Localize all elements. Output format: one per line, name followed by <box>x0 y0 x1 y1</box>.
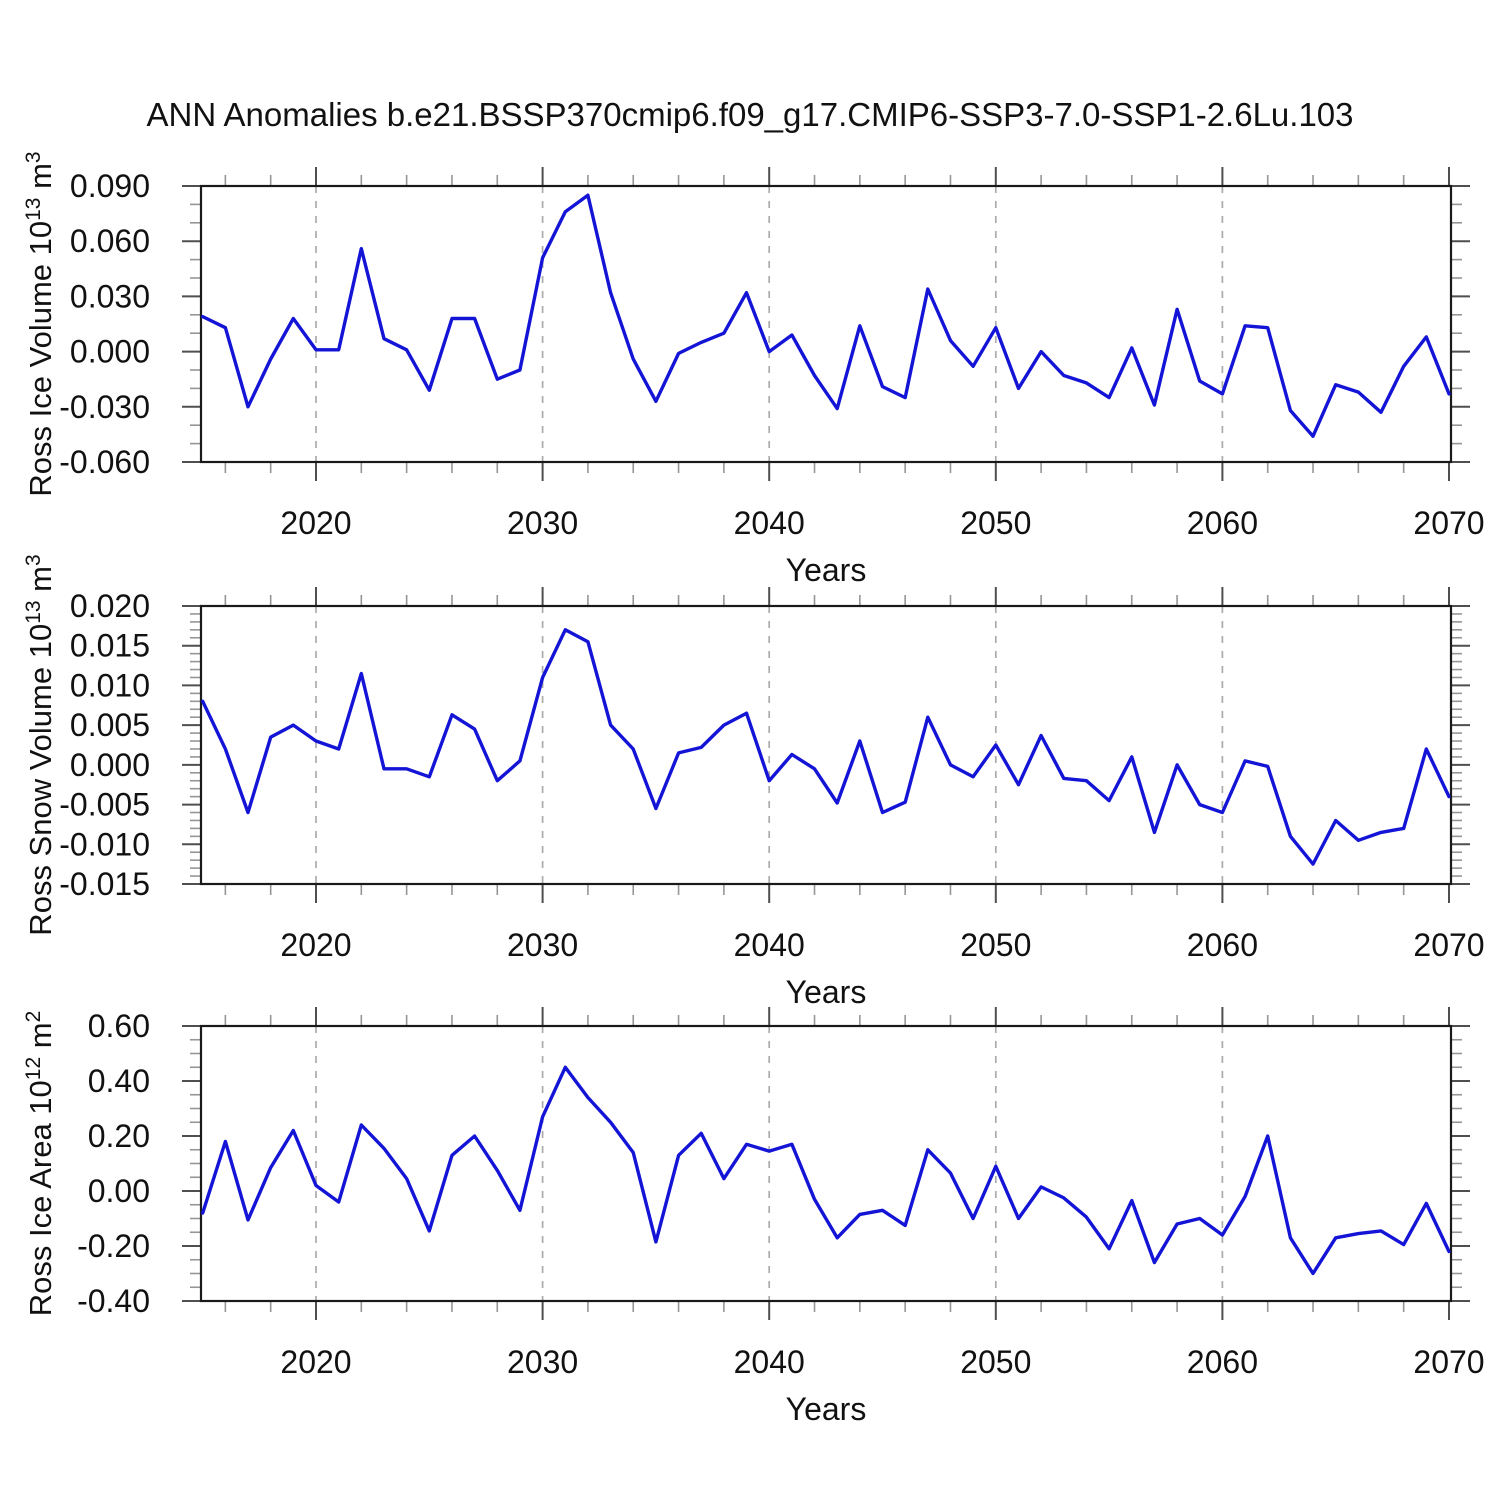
y-tick-label: 0.015 <box>70 628 150 664</box>
x-tick-labels: 2020 2030 2040 2050 2060 2070 <box>280 505 1484 541</box>
x-tick-label: 2020 <box>280 1344 351 1380</box>
x-tick-label: 2020 <box>280 927 351 963</box>
x-tick-labels: 2020 2030 2040 2050 2060 2070 <box>280 1344 1484 1380</box>
decade-gridlines <box>315 1026 1224 1301</box>
y-tick-label: -0.030 <box>59 389 150 425</box>
axis-ticks <box>182 167 1470 481</box>
data-line-series <box>200 193 1451 438</box>
x-tick-label: 2040 <box>734 505 805 541</box>
x-tick-label: 2040 <box>734 1344 805 1380</box>
x-tick-label: 2070 <box>1413 927 1484 963</box>
x-tick-label: 2030 <box>507 927 578 963</box>
axis-ticks <box>182 1007 1470 1320</box>
chart-title: ANN Anomalies b.e21.BSSP370cmip6.f09_g17… <box>146 96 1354 133</box>
x-tick-label: 2040 <box>734 927 805 963</box>
y-tick-label: 0.000 <box>70 747 150 783</box>
y-tick-label: 0.005 <box>70 707 150 743</box>
y-tick-label: -0.20 <box>77 1228 150 1264</box>
panel-1: 0.090 0.060 0.030 0.000 -0.030 -0.060 2020 2030… <box>22 151 1485 588</box>
x-tick-label: 2050 <box>960 1344 1031 1380</box>
x-axis-title: Years <box>786 1391 867 1427</box>
y-axis-title: Ross Ice Area 1012 m2 <box>22 1011 58 1317</box>
x-tick-label: 2070 <box>1413 1344 1484 1380</box>
data-line-series <box>200 628 1451 866</box>
decade-gridlines <box>315 186 1224 462</box>
x-tick-label: 2030 <box>507 505 578 541</box>
x-tick-label: 2060 <box>1187 1344 1258 1380</box>
axis-ticks <box>182 587 1470 903</box>
y-tick-labels: 0.60 0.40 0.20 0.00 -0.20 -0.40 <box>77 1008 150 1319</box>
y-axis-title: Ross Snow Volume 1013 m3 <box>22 554 58 935</box>
y-tick-label: 0.000 <box>70 334 150 370</box>
y-tick-label: -0.005 <box>59 787 150 823</box>
y-tick-label: 0.020 <box>70 588 150 624</box>
y-tick-label: 0.090 <box>70 168 150 204</box>
decade-gridlines <box>315 606 1224 884</box>
data-line-series <box>200 1065 1451 1276</box>
y-tick-label: 0.00 <box>88 1173 150 1209</box>
y-tick-label: 0.010 <box>70 667 150 703</box>
y-tick-label: -0.40 <box>77 1283 150 1319</box>
y-tick-label: 0.20 <box>88 1118 150 1154</box>
x-tick-labels: 2020 2030 2040 2050 2060 2070 <box>280 927 1484 963</box>
y-tick-labels: 0.090 0.060 0.030 0.000 -0.030 -0.060 <box>59 168 150 480</box>
y-tick-label: 0.030 <box>70 278 150 314</box>
y-tick-label: -0.015 <box>59 866 150 902</box>
x-tick-label: 2070 <box>1413 505 1484 541</box>
x-tick-label: 2050 <box>960 505 1031 541</box>
y-tick-label: 0.60 <box>88 1008 150 1044</box>
x-tick-label: 2050 <box>960 927 1031 963</box>
y-axis-title: Ross Ice Volume 1013 m3 <box>22 151 58 496</box>
y-tick-label: 0.40 <box>88 1063 150 1099</box>
y-tick-label: -0.060 <box>59 444 150 480</box>
plot-box <box>199 184 1453 464</box>
x-tick-label: 2030 <box>507 1344 578 1380</box>
plot-box <box>199 604 1453 886</box>
x-axis-title: Years <box>786 552 867 588</box>
x-axis-title: Years <box>786 974 867 1010</box>
x-tick-label: 2060 <box>1187 505 1258 541</box>
x-tick-label: 2060 <box>1187 927 1258 963</box>
x-tick-label: 2020 <box>280 505 351 541</box>
y-tick-label: -0.010 <box>59 826 150 862</box>
y-tick-label: 0.060 <box>70 223 150 259</box>
plot-box <box>199 1024 1453 1303</box>
